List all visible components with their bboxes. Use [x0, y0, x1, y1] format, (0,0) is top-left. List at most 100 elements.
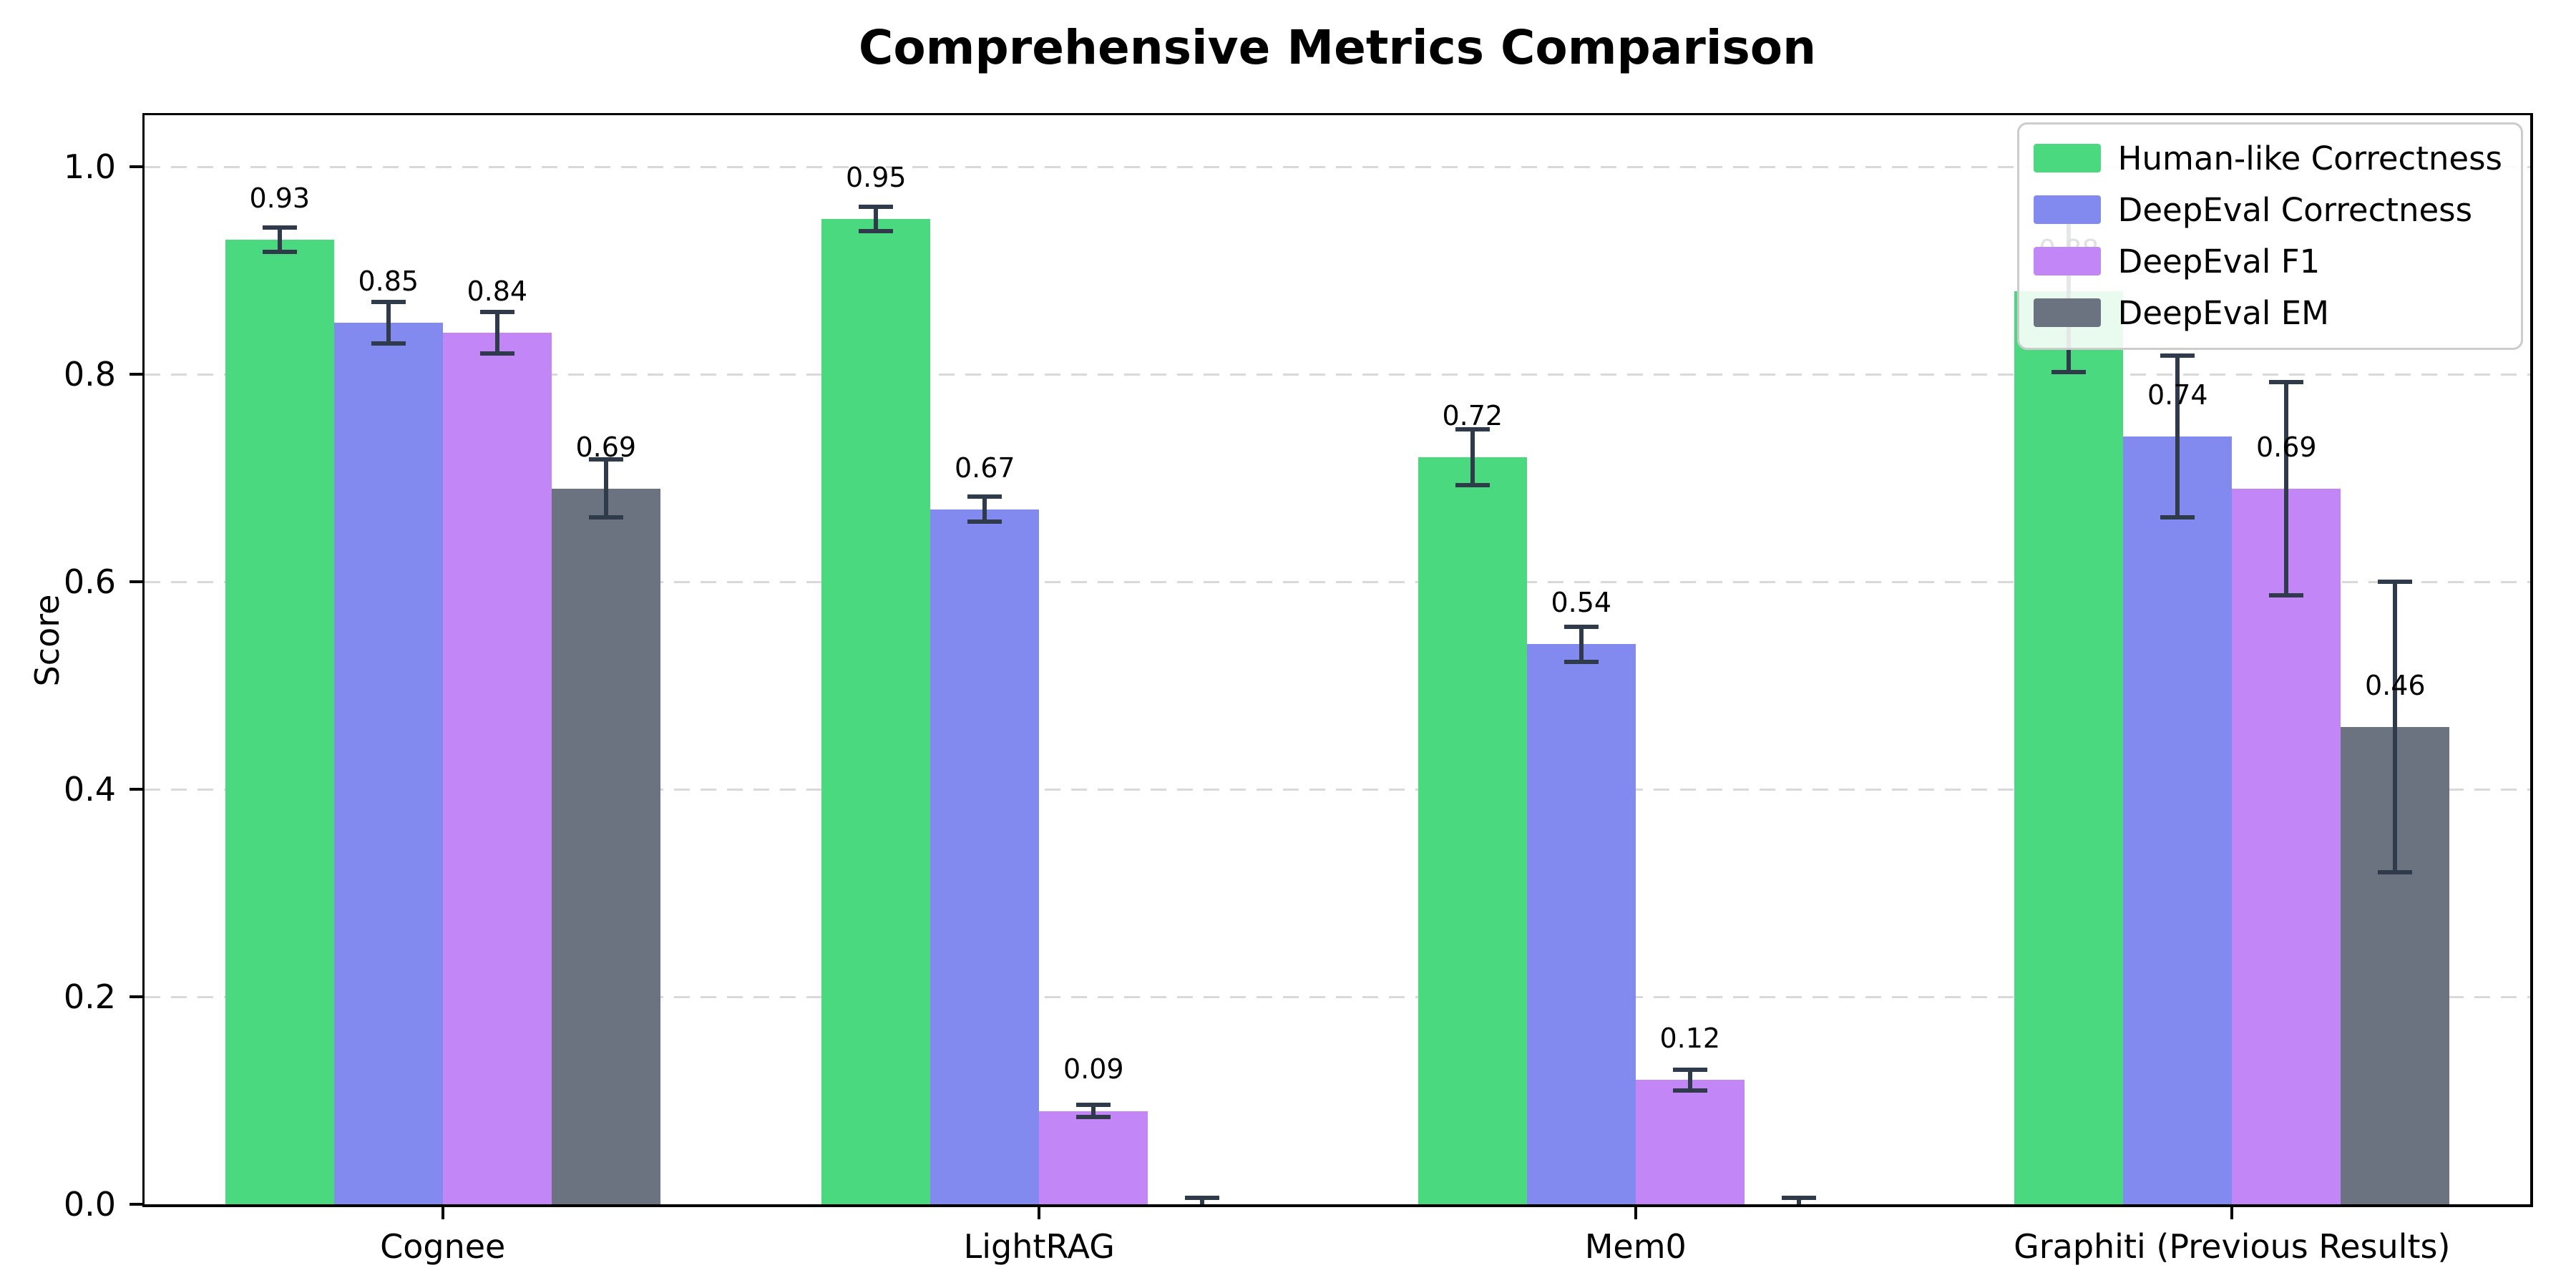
top-spine	[142, 112, 2533, 115]
error-bar-cap-bottom	[1455, 483, 1490, 488]
bar	[442, 333, 552, 1204]
y-tick-label: 0.2	[63, 977, 116, 1017]
error-bar-cap-top	[1185, 1196, 1220, 1201]
legend-item: DeepEval Correctness	[2033, 187, 2502, 232]
value-label: 0.12	[1659, 1022, 1721, 1054]
error-bar-line	[1200, 1198, 1205, 1204]
y-axis-tick	[130, 373, 145, 376]
plot-area: 0.930.950.720.880.850.670.540.740.840.09…	[145, 115, 2530, 1204]
y-axis-tick	[130, 165, 145, 169]
error-bar-line	[603, 459, 608, 518]
y-tick-label: 0.8	[63, 355, 116, 394]
legend-swatch	[2033, 144, 2101, 172]
error-bar-cap-top	[588, 457, 623, 462]
error-bar-cap-top	[1781, 1196, 1816, 1201]
y-tick-label: 0.4	[63, 770, 116, 809]
bottom-spine	[142, 1204, 2533, 1207]
y-axis-tick	[130, 995, 145, 999]
error-bar-line	[1796, 1198, 1801, 1204]
error-bar-line	[494, 312, 499, 354]
gridline	[145, 995, 2530, 998]
y-axis-tick	[130, 1203, 145, 1206]
value-label: 0.46	[2364, 669, 2426, 701]
error-bar-cap-top	[479, 310, 514, 315]
right-spine	[2530, 112, 2533, 1207]
bar	[225, 239, 334, 1204]
error-bar-cap-bottom	[2051, 370, 2087, 375]
error-bar-cap-top	[967, 494, 1002, 499]
error-bar-cap-bottom	[479, 351, 514, 356]
error-bar-line	[386, 301, 391, 343]
y-axis-tick	[130, 788, 145, 791]
bar	[2123, 436, 2233, 1204]
error-bar-cap-bottom	[1672, 1088, 1707, 1093]
legend-swatch	[2033, 195, 2101, 224]
bar	[2232, 488, 2341, 1204]
error-bar-cap-top	[2378, 580, 2413, 585]
legend: Human-like Correctness DeepEval Correctne…	[2016, 122, 2523, 350]
gridline	[145, 165, 2530, 168]
error-bar-cap-bottom	[2160, 515, 2195, 520]
x-axis-tick	[441, 1204, 444, 1219]
x-tick-label: Cognee	[380, 1227, 506, 1266]
gridline	[145, 788, 2530, 791]
error-bar-cap-bottom	[967, 519, 1002, 525]
error-bar-line	[2393, 582, 2398, 873]
legend-label: DeepEval F1	[2117, 242, 2321, 280]
error-bar-cap-top	[371, 299, 406, 304]
gridline	[145, 373, 2530, 376]
legend-item: DeepEval EM	[2033, 291, 2502, 335]
error-bar-cap-bottom	[859, 229, 894, 234]
error-bar-line	[277, 227, 282, 253]
error-bar-cap-top	[2160, 353, 2195, 358]
value-label: 0.85	[358, 265, 419, 297]
x-axis-tick	[2230, 1204, 2234, 1219]
error-bar-cap-top	[859, 204, 894, 209]
value-label: 0.69	[575, 431, 637, 463]
error-bar-cap-bottom	[2269, 593, 2304, 598]
y-tick-label: 0.6	[63, 562, 116, 602]
error-bar-cap-top	[1076, 1102, 1111, 1107]
error-bar-cap-top	[1563, 624, 1599, 629]
error-bar-cap-top	[2269, 379, 2304, 384]
value-label: 0.67	[954, 452, 1015, 484]
error-bar-line	[982, 497, 987, 522]
legend-swatch	[2033, 298, 2101, 327]
y-axis-tick	[130, 580, 145, 584]
x-tick-label: Graphiti (Previous Results)	[2014, 1227, 2451, 1266]
error-bar-line	[1579, 626, 1584, 662]
value-label: 0.95	[845, 161, 907, 193]
bar	[551, 488, 660, 1204]
bar	[1039, 1111, 1148, 1204]
legend-label: DeepEval EM	[2117, 293, 2329, 332]
chart-title: Comprehensive Metrics Comparison	[858, 20, 1817, 75]
error-bar-cap-top	[1455, 427, 1490, 432]
legend-item: DeepEval F1	[2033, 239, 2502, 283]
error-bar-cap-bottom	[371, 341, 406, 346]
y-tick-label: 0.0	[63, 1185, 116, 1224]
error-bar-cap-bottom	[262, 250, 297, 255]
left-spine	[142, 112, 145, 1207]
bar	[1526, 644, 1636, 1204]
gridline	[145, 580, 2530, 583]
legend-item: Human-like Correctness	[2033, 136, 2502, 180]
error-bar-cap-top	[1672, 1067, 1707, 1072]
error-bar-line	[1470, 429, 1475, 486]
error-bar-line	[1091, 1104, 1096, 1118]
value-label: 0.74	[2147, 379, 2208, 411]
error-bar-line	[1687, 1069, 1692, 1091]
bar	[821, 218, 931, 1204]
y-tick-label: 1.0	[63, 147, 116, 187]
value-label: 0.72	[1442, 400, 1503, 432]
x-tick-label: LightRAG	[963, 1227, 1115, 1266]
legend-label: DeepEval Correctness	[2117, 190, 2473, 229]
x-tick-label: Mem0	[1584, 1227, 1687, 1266]
error-bar-cap-bottom	[1076, 1115, 1111, 1120]
x-axis-tick	[1634, 1204, 1637, 1219]
error-bar-line	[874, 206, 879, 232]
bar	[930, 509, 1040, 1204]
error-bar-line	[2175, 356, 2180, 518]
error-bar-cap-bottom	[588, 515, 623, 520]
value-label: 0.09	[1063, 1053, 1124, 1085]
